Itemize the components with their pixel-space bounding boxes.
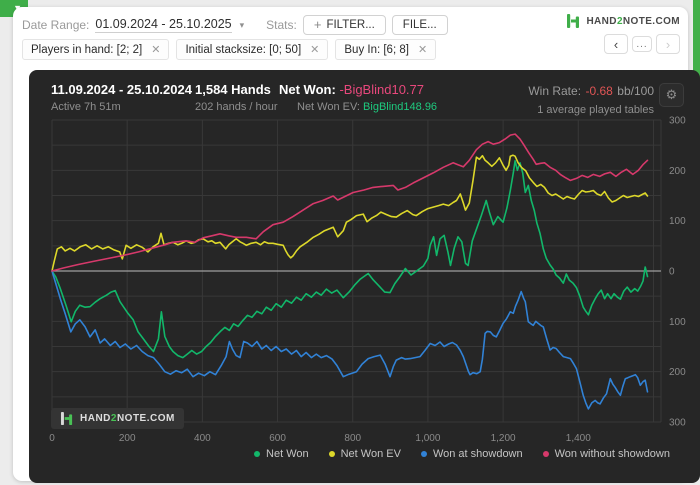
legend-dot-icon [254,451,261,457]
chart-svg[interactable]: 0 200 400 600 800 1,000 1,200 1,400 300 200 100 0 10… [29,115,700,483]
next-report-button[interactable]: › [656,34,680,54]
x-tick-label: 1,400 [566,433,591,444]
legend-dot-icon [328,451,335,457]
session-date-range: 11.09.2024 - 25.10.2024 [51,82,192,97]
hands-block: 1,584 Hands 202 hands / hour [195,82,278,113]
chip-label: Players in hand: [2; 2] [31,43,143,56]
net-won-ev-value: BigBlind148.96 [363,101,438,113]
y-tick-label: 100 [669,216,686,227]
prev-report-button[interactable]: ‹ [604,34,628,54]
hands-per-hour: 202 hands / hour [195,101,278,113]
chip-buy-in[interactable]: Buy In: [6; 8] ✕ [335,39,437,60]
filter-button-label: FILTER... [326,19,375,31]
y-tick-label: 100 [669,317,686,328]
filter-chips: Players in hand: [2; 2] ✕ Initial stacks… [22,39,437,60]
net-won-value: -BigBlind10.77 [339,82,424,97]
legend-item[interactable]: Net Won EV [328,448,401,460]
net-won-block: Net Won: -BigBlind10.77 Net Won EV: BigB… [279,82,437,113]
x-tick-label: 1,200 [491,433,516,444]
y-tick-label: 200 [669,166,686,177]
stats-label: Stats: [266,18,297,32]
chip-label: Buy In: [6; 8] [344,43,409,56]
avg-tables: 1 average played tables [537,104,654,116]
legend-label: Won at showdown [432,448,523,460]
chart-watermark: HAND2NOTE.COM [51,408,184,429]
y-tick-label: 300 [669,418,686,429]
chip-initial-stacksize[interactable]: Initial stacksize: [0; 50] ✕ [176,39,329,60]
win-rate-line: Win Rate: -0.68 bb/100 [528,82,654,100]
legend-dot-icon [420,451,427,457]
plus-icon: + [313,17,322,32]
close-icon[interactable]: ✕ [310,44,320,56]
hand2note-h-icon [60,412,73,425]
date-range-label: Date Range: [22,18,90,32]
legend-label: Won without showdown [554,448,670,460]
x-tick-label: 0 [49,433,55,444]
legend-label: Net Won EV [340,448,401,460]
graph-panel: 11.09.2024 - 25.10.2024 Active 7h 51m 1,… [29,70,700,483]
toolbar: Date Range: 01.09.2024 - 25.10.2025 ▾ St… [22,14,448,36]
series-net-won [51,159,649,359]
win-rate-label: Win Rate: [528,84,582,98]
chip-players-in-hand[interactable]: Players in hand: [2; 2] ✕ [22,39,170,60]
net-won-label: Net Won: [279,82,336,97]
win-rate-unit: bb/100 [617,84,654,98]
more-reports-button[interactable]: ... [632,36,652,52]
hand2note-h-icon [567,14,580,28]
file-button-label: FILE... [402,19,437,31]
net-won-line: Net Won: -BigBlind10.77 [279,82,437,97]
watermark-wordmark: HAND2NOTE.COM [80,413,175,424]
y-tick-label: 300 [669,116,686,127]
series-won-without-showdown [51,133,649,272]
legend-item[interactable]: Won at showdown [420,448,523,460]
y-tick-label: 200 [669,367,686,378]
legend-item[interactable]: Net Won [254,448,309,460]
y-tick-label: 0 [669,267,675,278]
date-range-value[interactable]: 01.09.2024 - 25.10.2025 [95,17,232,33]
session-dates-block: 11.09.2024 - 25.10.2024 Active 7h 51m [51,82,192,113]
win-rate-value: -0.68 [585,84,613,98]
legend-label: Net Won [266,448,309,460]
x-tick-label: 200 [119,433,136,444]
chip-label: Initial stacksize: [0; 50] [185,43,302,56]
hands-count: 1,584 Hands [195,82,271,97]
chart-legend: Net Won Net Won EV Won at showdown Won with… [254,448,670,460]
legend-dot-icon [542,451,549,457]
close-icon[interactable]: ✕ [151,44,161,56]
file-button[interactable]: FILE... [391,15,448,35]
x-tick-label: 1,000 [415,433,440,444]
hand2note-logo: HAND2NOTE.COM [566,14,680,28]
x-tick-label: 800 [344,433,361,444]
filter-button[interactable]: + FILTER... [302,15,386,35]
x-tick-label: 600 [269,433,286,444]
chevron-down-icon[interactable]: ▾ [239,19,245,30]
report-card: Date Range: 01.09.2024 - 25.10.2025 ▾ St… [13,7,700,483]
brand-wordmark: HAND2NOTE.COM [586,15,680,27]
legend-item[interactable]: Won without showdown [542,448,670,460]
report-nav: ‹ ... › [604,34,680,54]
graph-settings-button[interactable]: ⚙ [659,83,684,107]
session-active-time: Active 7h 51m [51,101,121,113]
gear-icon: ⚙ [665,87,678,102]
net-won-ev-line: Net Won EV: BigBlind148.96 [297,101,437,113]
series-won-at-showdown [51,270,649,410]
close-icon[interactable]: ✕ [417,44,428,56]
net-won-ev-label: Net Won EV: [297,101,360,113]
win-rate-block: Win Rate: -0.68 bb/100 1 average played … [528,82,654,116]
x-tick-label: 400 [194,433,211,444]
